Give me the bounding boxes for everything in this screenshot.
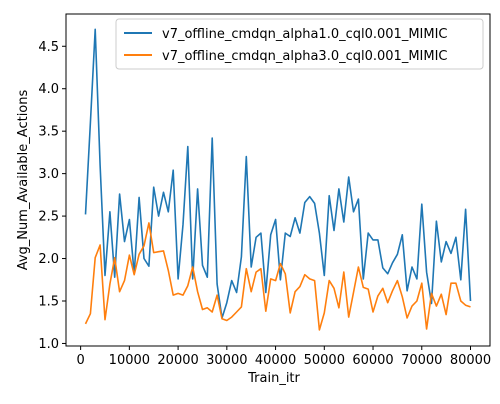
y-tick-label: 1.0: [38, 337, 59, 352]
y-axis: 1.0 1.5 2.0 2.5 3.0 3.5 4.0 4.5: [38, 40, 66, 352]
x-tick-label: 0: [76, 353, 84, 368]
x-tick-label: 10000: [109, 353, 150, 368]
x-tick-label: 80000: [450, 353, 491, 368]
legend-label-series-1: v7_offline_cmdqn_alpha1.0_cql0.001_MIMIC: [162, 27, 448, 42]
series-line-1: [84, 28, 472, 319]
y-tick-label: 3.5: [38, 125, 59, 140]
plot-lines: [84, 28, 472, 331]
x-axis-label: Train_itr: [247, 371, 300, 386]
x-tick-label: 50000: [304, 353, 345, 368]
axes-frame: [65, 13, 491, 347]
y-tick-label: 1.5: [38, 294, 59, 309]
x-tick-label: 40000: [255, 353, 296, 368]
legend-label-series-2: v7_offline_cmdqn_alpha3.0_cql0.001_MIMIC: [162, 49, 448, 64]
x-tick-label: 20000: [157, 353, 198, 368]
y-tick-label: 2.0: [38, 252, 59, 267]
x-tick-label: 70000: [401, 353, 442, 368]
x-tick-label: 60000: [352, 353, 393, 368]
x-tick-label: 30000: [206, 353, 247, 368]
legend: v7_offline_cmdqn_alpha1.0_cql0.001_MIMIC…: [115, 18, 484, 70]
legend-box: [115, 18, 484, 70]
y-axis-label: Avg_Num_Available_Actions: [16, 90, 31, 271]
y-tick-label: 2.5: [38, 210, 59, 225]
y-tick-label: 4.0: [38, 82, 59, 97]
y-tick-label: 4.5: [38, 40, 59, 55]
series-line-2: [84, 222, 471, 331]
x-axis: 0 10000 20000 30000 40000 50000 60000 70000 8000…: [76, 346, 491, 368]
y-tick-label: 3.0: [38, 167, 59, 182]
